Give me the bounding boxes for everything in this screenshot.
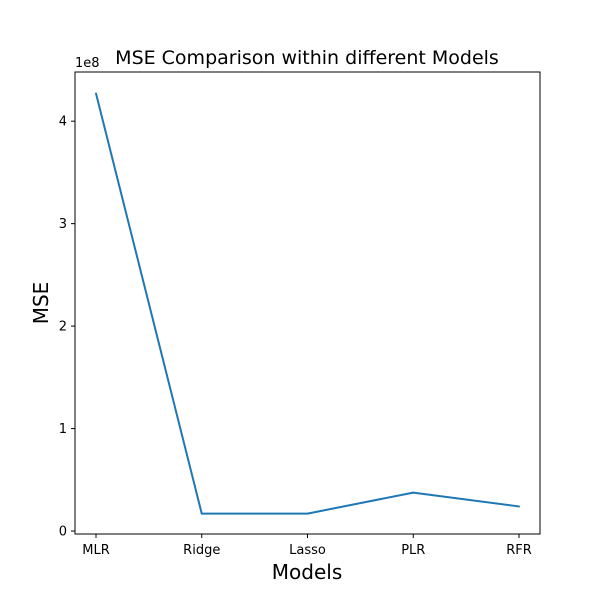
x-tick-label: Ridge	[183, 543, 220, 558]
x-tick-label: RFR	[506, 543, 532, 558]
y-axis-offset-label: 1e8	[75, 56, 100, 71]
data-point	[518, 505, 520, 508]
x-tick-label: PLR	[401, 543, 425, 558]
y-tick-label: 4	[59, 115, 67, 130]
x-tick-label: MLR	[82, 543, 110, 558]
y-axis-label: MSE	[29, 282, 53, 325]
chart-title: MSE Comparison within different Models	[115, 47, 499, 69]
series-layer	[95, 92, 520, 515]
y-tick-label: 3	[59, 217, 67, 232]
y-tick-label: 0	[59, 525, 67, 540]
y-tick-label: 1	[59, 422, 67, 437]
y-axis: 0 1 2 3 4	[59, 115, 75, 540]
x-axis: MLR Ridge Lasso PLR RFR	[82, 534, 532, 558]
data-point	[95, 92, 97, 95]
data-point	[412, 491, 415, 494]
data-point	[200, 512, 203, 515]
data-point	[306, 512, 309, 515]
x-tick-label: Lasso	[289, 543, 326, 558]
y-tick-label: 2	[59, 320, 67, 335]
x-axis-label: Models	[272, 560, 342, 584]
